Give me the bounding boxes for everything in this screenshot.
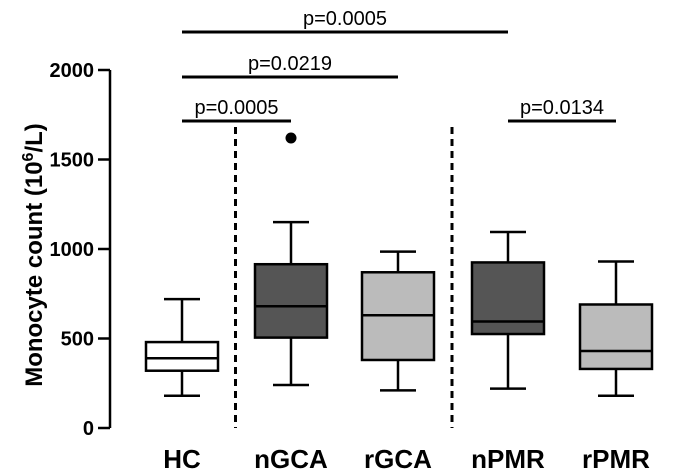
p-value-label: p=0.0005 — [303, 8, 387, 30]
y-axis-title: Monocyte count (106/L) — [20, 123, 48, 387]
y-axis-title-superscript: 6 — [20, 152, 37, 161]
y-tick-label: 0 — [83, 418, 94, 440]
iqr-box — [578, 303, 654, 371]
box-ngca — [253, 132, 329, 387]
box-rgca — [360, 250, 436, 392]
y-tick-label: 2000 — [50, 60, 95, 82]
significance-brackets: p=0.0005 p=0.0219 p=0.0005 p=0.0134 — [182, 8, 616, 123]
iqr-box — [144, 340, 220, 372]
boxes — [144, 132, 654, 398]
box-rpmr — [578, 260, 654, 398]
y-axis: 0 500 1000 1500 2000 — [50, 60, 112, 440]
p-value-label: p=0.0219 — [248, 53, 332, 75]
p-value-label: p=0.0005 — [195, 97, 279, 119]
x-label-rpmr: rPMR — [582, 444, 650, 474]
group-separators — [234, 127, 454, 428]
iqr-box — [470, 261, 546, 336]
iqr-box — [253, 262, 329, 339]
box-hc — [144, 297, 220, 398]
y-tick-label: 1500 — [50, 150, 95, 172]
y-axis-title-unit: /L) — [21, 123, 48, 152]
y-axis-title-main: Monocyte count (10 — [21, 161, 48, 386]
y-tick-label: 500 — [61, 329, 94, 351]
x-axis-labels: HC nGCA rGCA nPMR rPMR — [163, 444, 650, 474]
p-value-label: p=0.0134 — [520, 97, 604, 119]
box-npmr — [470, 230, 546, 390]
x-label-rgca: rGCA — [364, 444, 432, 474]
outlier-point — [285, 132, 297, 144]
x-label-ngca: nGCA — [254, 444, 328, 474]
x-label-hc: HC — [163, 444, 201, 474]
x-label-npmr: nPMR — [471, 444, 545, 474]
y-tick-label: 1000 — [50, 239, 95, 261]
